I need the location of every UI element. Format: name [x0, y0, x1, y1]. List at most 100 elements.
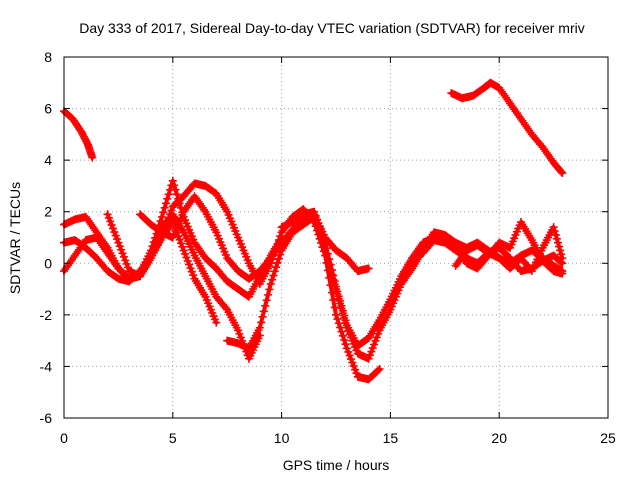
x-tick-label: 0 [60, 430, 68, 446]
data-point [552, 234, 561, 243]
data-point [264, 290, 272, 299]
data-point [162, 199, 170, 208]
data-point [308, 216, 317, 225]
data-point [367, 347, 376, 356]
data-point [123, 263, 132, 272]
y-tick-label: -2 [40, 307, 53, 323]
data-point [345, 351, 354, 360]
data-point [114, 238, 123, 247]
data-point [122, 259, 131, 268]
data-point [321, 251, 330, 260]
axis-ticks: 0 5 10 15 20 25 -6 -4 -2 0 2 4 6 8 [40, 49, 616, 446]
data-point [163, 218, 172, 227]
data-point [236, 333, 245, 342]
data-point [351, 365, 360, 374]
data-point [337, 301, 346, 310]
data-point [270, 267, 279, 276]
data-point [557, 167, 566, 176]
data-point [318, 243, 327, 252]
data-point [110, 228, 119, 237]
x-tick-label: 10 [274, 430, 290, 446]
data-point [336, 323, 345, 332]
data-point [156, 217, 165, 226]
data-point [326, 281, 335, 290]
data-point [556, 246, 565, 255]
data-point [315, 234, 324, 243]
data-point [179, 246, 188, 255]
data-point [121, 256, 130, 265]
data-point [113, 235, 122, 244]
data-point [119, 252, 128, 261]
data-point [366, 351, 374, 360]
y-tick-label: 0 [44, 255, 52, 271]
data-point [330, 277, 339, 286]
data-point [340, 311, 349, 320]
x-tick-label: 20 [491, 430, 507, 446]
plot-frame [63, 56, 609, 419]
data-point [340, 335, 349, 344]
data-point [273, 258, 282, 267]
data-point [333, 287, 342, 296]
data-point [332, 310, 340, 319]
data-point [372, 333, 381, 342]
data-point [255, 323, 264, 332]
data-point [322, 258, 331, 267]
x-tick-label: 15 [383, 430, 399, 446]
data-point [370, 340, 379, 349]
data-point [265, 285, 274, 294]
data-point [310, 218, 319, 227]
data-point [323, 266, 332, 275]
data-point [117, 245, 126, 254]
data-point [338, 331, 347, 340]
data-point [334, 319, 343, 328]
data-point [336, 296, 345, 305]
data-point [555, 242, 564, 251]
data-point [266, 279, 275, 288]
data-point [262, 296, 271, 305]
data-point [272, 263, 281, 272]
y-tick-label: -4 [40, 358, 53, 374]
data-point [107, 220, 116, 229]
data-point [375, 365, 384, 374]
data-point [269, 271, 278, 280]
data-point [174, 232, 183, 241]
data-point [221, 304, 230, 313]
y-axis-label: SDTVAR / TECUs [7, 182, 23, 294]
data-point [88, 153, 97, 162]
data-point [558, 254, 567, 263]
data-point [558, 169, 567, 178]
data-point [111, 231, 120, 240]
data-point [175, 235, 184, 244]
x-axis-label: GPS time / hours [283, 457, 390, 473]
data-point [189, 271, 198, 280]
data-point [167, 206, 176, 215]
grid-lines [63, 56, 609, 419]
data-point [348, 358, 357, 367]
x-tick-label: 25 [600, 430, 616, 446]
data-point [276, 232, 285, 241]
data-point [103, 210, 112, 219]
data-point [346, 355, 355, 364]
data-point [181, 249, 190, 258]
data-point [344, 347, 353, 356]
data-point [257, 318, 266, 327]
data-point [310, 207, 319, 216]
data-point [108, 224, 117, 233]
data-point [550, 227, 559, 236]
data-point [258, 312, 267, 321]
data-point [333, 315, 342, 324]
data-point [327, 288, 336, 297]
data-point [212, 318, 221, 327]
data-point [176, 239, 185, 248]
data-point [325, 273, 334, 282]
chart-title: Day 333 of 2017, Sidereal Day-to-day VTE… [79, 20, 584, 36]
data-point [337, 327, 346, 336]
data-point [157, 212, 166, 221]
y-tick-label: -6 [40, 410, 53, 426]
data-point [162, 221, 170, 230]
data-point [115, 242, 124, 251]
x-tick-label: 5 [169, 430, 177, 446]
data-point [319, 247, 328, 256]
data-point [329, 296, 338, 305]
data-point [163, 194, 172, 203]
